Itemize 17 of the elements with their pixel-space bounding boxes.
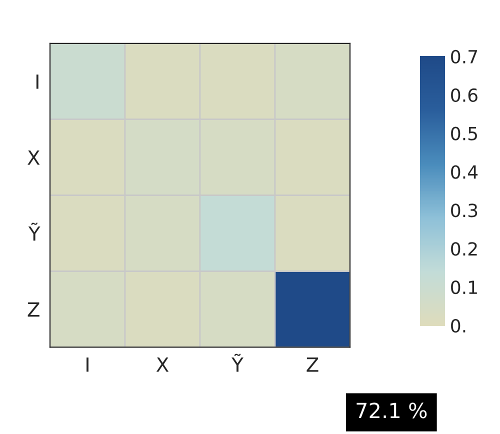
y-tick-label: Ỹ <box>28 222 40 241</box>
color-bar-label: 0. <box>451 318 466 333</box>
color-bar-label: 0.1 <box>451 280 477 294</box>
x-tick-label: I <box>86 358 88 372</box>
y-tick-label: Z <box>28 302 40 317</box>
color-bar-label: 0.3 <box>451 204 478 218</box>
color-bar-label: 0.4 <box>451 165 478 179</box>
color-bar-label: 0.2 <box>451 242 477 256</box>
y-tick-label: X <box>28 150 40 165</box>
x-tick-label: Z <box>306 358 318 372</box>
x-tick-label: Ỹ <box>232 354 244 372</box>
text: 72.1 % <box>356 402 427 418</box>
y-tick-label: I <box>36 74 38 89</box>
x-tick-label: X <box>156 358 169 372</box>
color-bar-label: 0.6 <box>451 88 478 102</box>
color-bar-label: 0.5 <box>451 126 477 140</box>
color-bar-label: 0.7 <box>451 50 478 64</box>
